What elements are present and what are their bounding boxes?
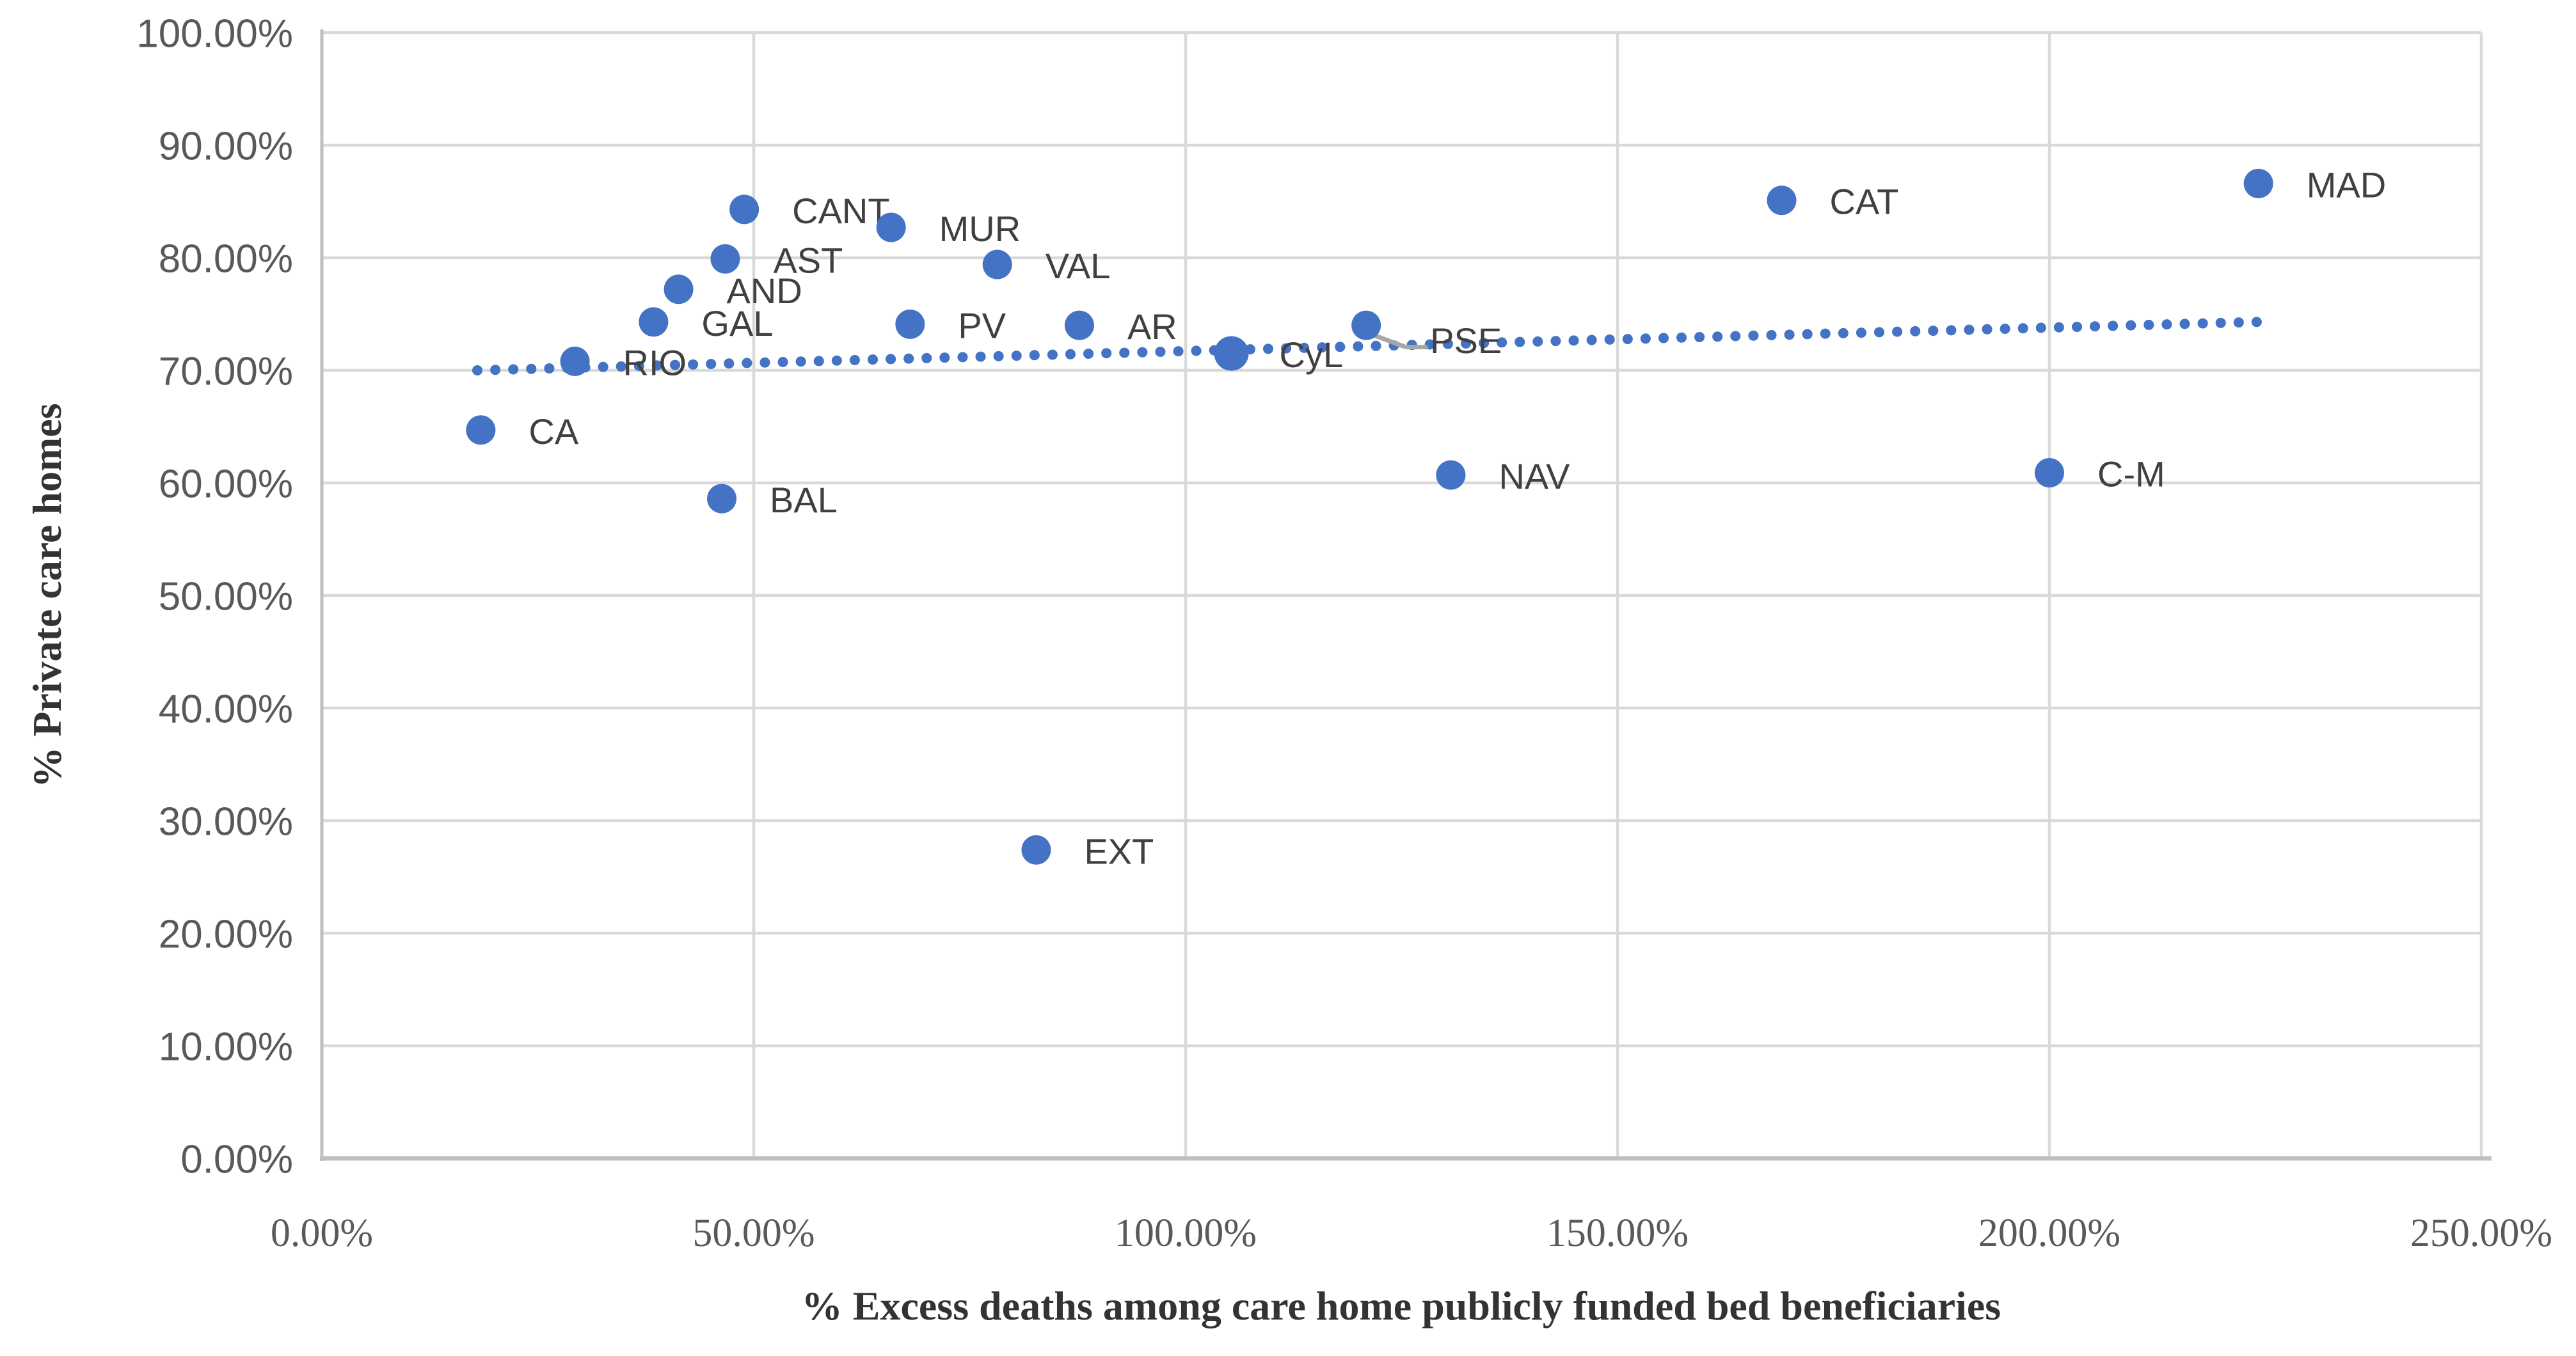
y-tick-label: 70.00% <box>159 350 293 394</box>
x-tick-label: 100.00% <box>1115 1211 1257 1255</box>
data-point-EXT <box>1021 835 1051 865</box>
data-point-CyL <box>1214 336 1249 371</box>
data-point-label-PSE: PSE <box>1430 320 1502 361</box>
data-point-label-PV: PV <box>958 305 1006 345</box>
data-point-PSE <box>1351 310 1381 340</box>
y-tick-label: 50.00% <box>159 575 293 619</box>
data-point-label-C-M: C-M <box>2097 454 2165 494</box>
data-point-label-CyL: CyL <box>1280 335 1344 375</box>
x-tick-label: 200.00% <box>1978 1211 2120 1255</box>
data-point-MAD <box>2243 168 2273 198</box>
data-point-AND <box>664 274 694 304</box>
y-tick-label: 60.00% <box>159 462 293 507</box>
data-point-label-CANT: CANT <box>792 191 889 231</box>
y-tick-label: 90.00% <box>159 125 293 169</box>
y-tick-label: 80.00% <box>159 237 293 281</box>
x-tick-label: 150.00% <box>1546 1211 1689 1255</box>
data-point-label-CAT: CAT <box>1830 182 1899 222</box>
data-point-label-RIO: RIO <box>623 342 687 382</box>
data-point-AST <box>710 244 740 274</box>
data-point-label-MAD: MAD <box>2307 164 2386 205</box>
data-point-AR <box>1064 310 1094 340</box>
data-point-label-MUR: MUR <box>939 209 1021 249</box>
data-point-BAL <box>707 484 737 514</box>
data-point-label-NAV: NAV <box>1499 456 1570 496</box>
data-point-C-M <box>2035 458 2064 488</box>
y-tick-label: 40.00% <box>159 688 293 732</box>
y-tick-label: 100.00% <box>136 12 293 56</box>
x-tick-label: 0.00% <box>271 1211 373 1255</box>
data-point-NAV <box>1436 460 1466 490</box>
data-point-CA <box>466 415 496 445</box>
data-point-RIO <box>560 346 590 376</box>
x-tick-label: 50.00% <box>692 1211 815 1255</box>
data-point-PV <box>895 309 925 339</box>
data-point-CAT <box>1767 185 1797 216</box>
data-point-label-AR: AR <box>1127 306 1177 347</box>
data-point-label-EXT: EXT <box>1084 831 1154 871</box>
y-tick-label: 30.00% <box>159 800 293 844</box>
data-point-label-VAL: VAL <box>1046 246 1111 286</box>
x-axis-title: % Excess deaths among care home publicly… <box>801 1283 2001 1328</box>
x-tick-label: 250.00% <box>2410 1211 2552 1255</box>
y-tick-label: 0.00% <box>180 1138 293 1182</box>
y-tick-label: 20.00% <box>159 913 293 957</box>
label-leader-line-PSE <box>1370 332 1428 350</box>
data-point-label-GAL: GAL <box>701 303 773 343</box>
data-point-label-AST: AST <box>773 240 843 280</box>
y-tick-label: 10.00% <box>159 1025 293 1069</box>
y-axis-title: % Private care homes <box>24 403 70 788</box>
data-point-VAL <box>982 249 1012 280</box>
data-point-label-CA: CA <box>529 411 578 452</box>
data-point-label-AND: AND <box>727 271 802 311</box>
data-point-label-BAL: BAL <box>770 480 838 520</box>
data-point-MUR <box>876 212 906 242</box>
data-point-CANT <box>729 194 759 225</box>
data-point-GAL <box>639 307 669 337</box>
